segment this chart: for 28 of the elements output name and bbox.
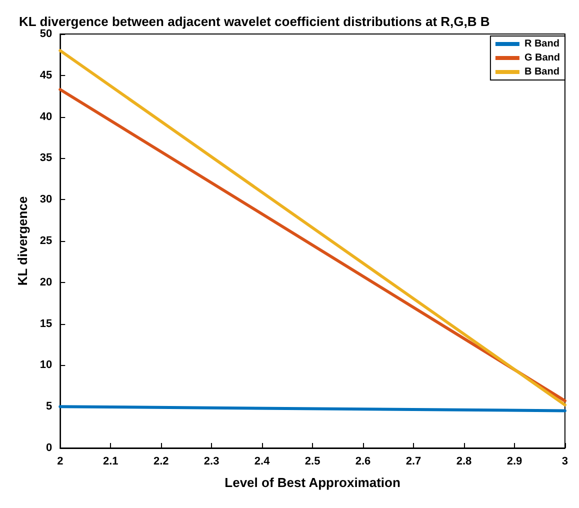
legend-label: B Band <box>524 66 560 78</box>
y-tick-label: 35 <box>40 152 52 164</box>
x-tick-label: 2.7 <box>406 456 422 468</box>
x-tick-label: 2.9 <box>506 456 522 468</box>
y-tick-label: 20 <box>40 276 52 288</box>
y-tick-label: 50 <box>40 28 52 40</box>
x-axis-title: Level of Best Approximation <box>224 475 400 490</box>
y-tick-label: 5 <box>46 400 52 413</box>
legend-label: G Band <box>524 52 560 64</box>
x-tick-label: 2.2 <box>153 456 169 468</box>
x-tick-label: 3 <box>562 456 568 468</box>
y-tick-label: 25 <box>40 235 52 247</box>
x-tick-label: 2 <box>57 456 64 468</box>
y-tick-label: 45 <box>40 69 52 82</box>
y-tick-label: 10 <box>40 359 52 372</box>
y-axis-title: KL divergence <box>15 196 30 286</box>
chart-title: KL divergence between adjacent wavelet coefficient distributions at R,G,B B <box>19 14 490 29</box>
y-tick-label: 0 <box>46 442 52 454</box>
x-tick-label: 2.8 <box>456 456 472 468</box>
x-tick-label: 2.6 <box>355 456 371 468</box>
x-tick-label: 2.5 <box>304 456 320 468</box>
y-tick-label: 30 <box>40 194 52 206</box>
x-tick-label: 2.3 <box>204 456 220 468</box>
y-tick-label: 15 <box>40 318 52 330</box>
y-tick-label: 40 <box>40 110 52 123</box>
x-tick-label: 2.4 <box>254 456 271 468</box>
legend-label: R Band <box>524 38 560 50</box>
x-tick-label: 2.1 <box>102 456 118 468</box>
